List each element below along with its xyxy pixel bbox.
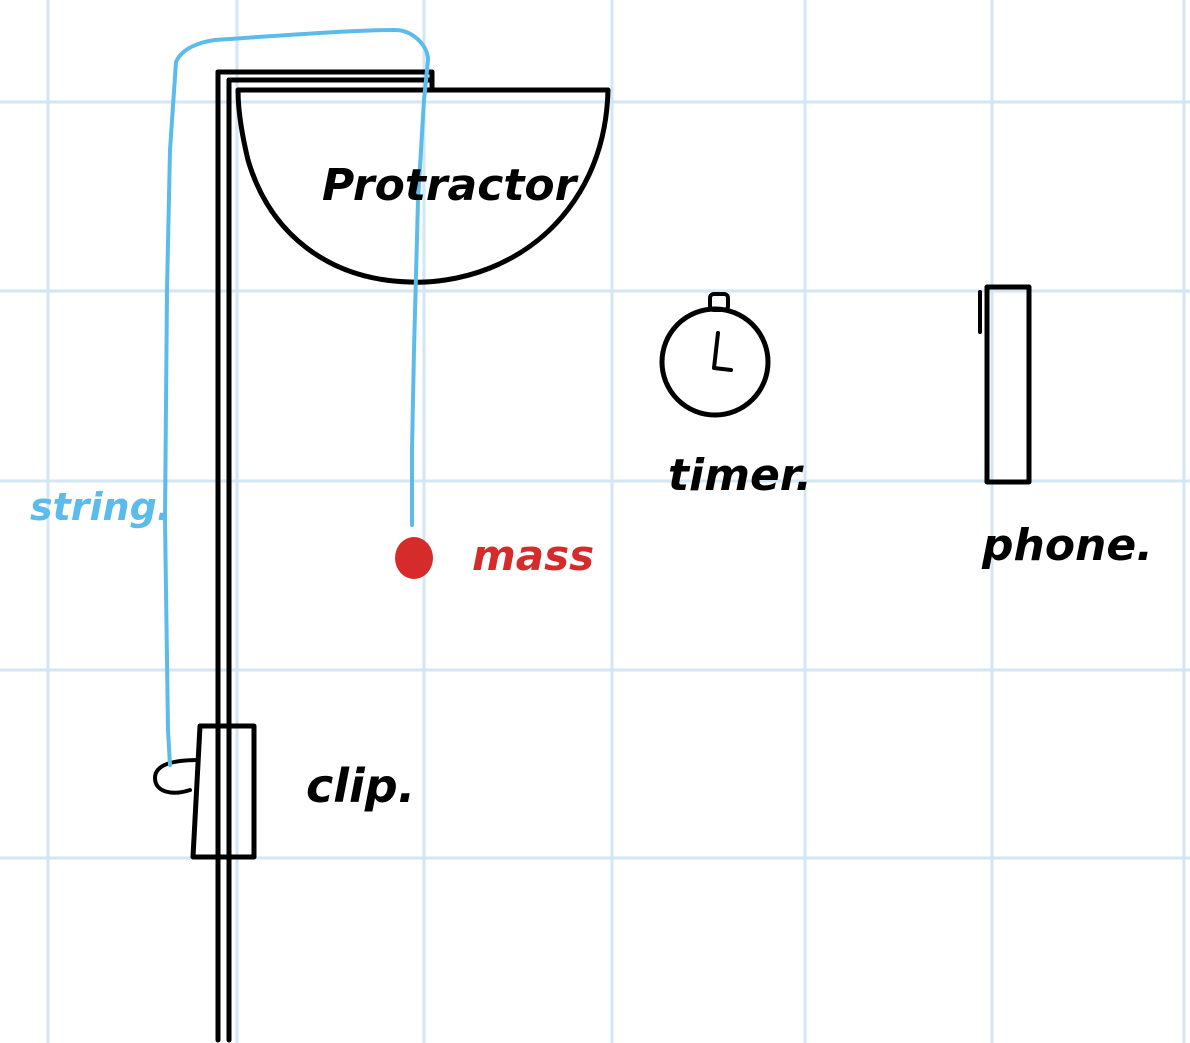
clip-label: clip.	[306, 759, 415, 813]
retort-stand	[215, 69, 435, 1043]
clip-shape	[153, 723, 257, 860]
phone-icon	[978, 284, 1032, 485]
phone-label: phone.	[981, 520, 1153, 571]
string-label: string.	[30, 485, 171, 529]
protractor-shape	[235, 87, 611, 285]
mass-label: mass	[472, 531, 594, 580]
mass-bob	[395, 537, 433, 579]
timer-label: timer.	[668, 450, 812, 501]
protractor-label: Protractor	[322, 160, 579, 211]
timer-icon	[659, 292, 771, 418]
string-line	[163, 28, 430, 767]
